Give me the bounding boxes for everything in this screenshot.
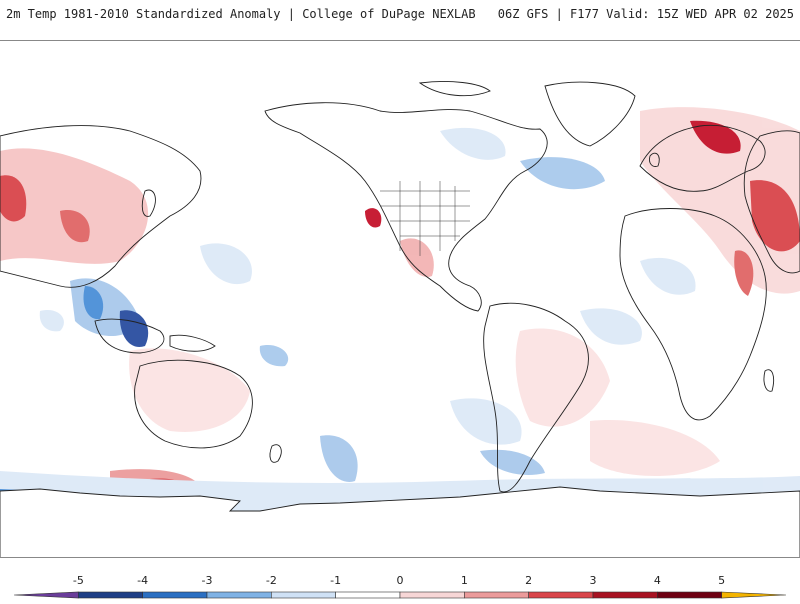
warm-region [734, 250, 754, 296]
cool-region [640, 257, 696, 295]
colorbar-tick-label: -5 [73, 574, 84, 587]
map-panel [0, 40, 800, 558]
madagascar-outline [763, 369, 775, 392]
state-lines [399, 181, 456, 256]
colorbar-segment [13, 591, 79, 599]
cool-region [119, 310, 149, 347]
colorbar-tick-label: 3 [590, 574, 597, 587]
japan-outline [141, 189, 156, 217]
new-guinea-outline [169, 334, 216, 352]
warm-region [400, 238, 434, 277]
colorbar-tick-label: -4 [137, 574, 148, 587]
colorbar-segment [464, 591, 529, 599]
uk-outline [649, 152, 660, 167]
colorbar-segment [271, 591, 336, 599]
coastlines [0, 81, 800, 493]
colorbar-segment [142, 591, 208, 599]
cool-region [450, 398, 522, 445]
cool-region [200, 243, 252, 285]
warm-region [640, 107, 800, 294]
africa-outline [619, 208, 767, 421]
colorbar-tick-label: 2 [525, 574, 532, 587]
cool-region [320, 435, 358, 482]
arctic-islands-outline [418, 81, 491, 97]
colorbar-segment [657, 591, 722, 599]
anomaly-map [0, 41, 800, 557]
colorbar-segment [528, 591, 594, 599]
cool-region [440, 127, 506, 160]
greenland-outline [544, 81, 636, 147]
state-borders [380, 181, 470, 256]
warm-region [515, 328, 610, 427]
warm-region [0, 148, 149, 264]
colorbar-tick-label: -1 [330, 574, 341, 587]
new-zealand-outline [269, 444, 282, 463]
colorbar-segment [206, 591, 272, 599]
warm-region [60, 210, 90, 243]
asia-outline [0, 125, 202, 288]
warm-region [129, 348, 250, 432]
colorbar-segment [399, 591, 465, 599]
cool-region [480, 449, 545, 475]
warm-region [590, 420, 720, 476]
cool-region [39, 310, 64, 332]
colorbar-segment [335, 591, 401, 599]
colorbar-segment [78, 591, 143, 599]
north-america-outline [264, 102, 548, 312]
chart-header: 2m Temp 1981-2010 Standardized Anomaly |… [0, 0, 800, 28]
australia-outline [134, 359, 253, 449]
warm-region [690, 120, 741, 154]
colorbar-tick-label: -3 [202, 574, 213, 587]
colorbar-segment [721, 591, 787, 599]
colorbar-tick-label: 5 [718, 574, 725, 587]
model-run-info: 06Z GFS | F177 Valid: 15Z WED APR 02 202… [497, 7, 794, 21]
state-lines [380, 190, 470, 237]
warm-region [365, 208, 382, 228]
europe-outline [639, 124, 766, 192]
antarctica [0, 486, 800, 557]
colorbar-segment [592, 591, 658, 599]
warm-region [0, 175, 27, 222]
colorbar-tick-label: -2 [266, 574, 277, 587]
cool-region [520, 157, 605, 190]
colorbar-svg: -5 -4 -3 -2 -1 0 1 2 3 4 5 [13, 574, 787, 599]
colorbar-tick-label: 1 [461, 574, 468, 587]
cool-region [259, 345, 289, 367]
cool-region [83, 286, 104, 320]
colorbar: -5 -4 -3 -2 -1 0 1 2 3 4 5 [0, 568, 800, 600]
indonesia-outline [94, 318, 165, 354]
colorbar-tick-label: 4 [654, 574, 661, 587]
south-america-outline [483, 302, 589, 493]
warm-region [750, 180, 800, 252]
chart-title: 2m Temp 1981-2010 Standardized Anomaly |… [6, 7, 476, 21]
cool-region [580, 308, 642, 345]
colorbar-tick-label: 0 [397, 574, 404, 587]
asia-east-outline [743, 130, 800, 274]
